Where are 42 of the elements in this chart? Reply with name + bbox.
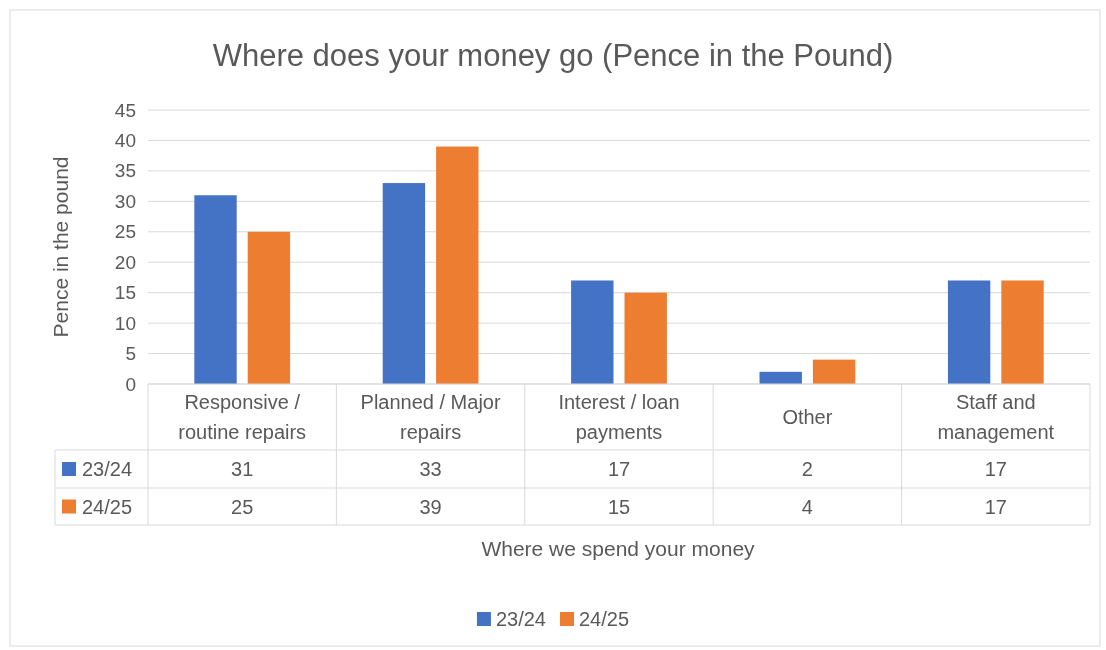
bar bbox=[382, 183, 426, 384]
text: 24/25 bbox=[579, 608, 630, 630]
y-tick-label: 25 bbox=[114, 221, 136, 243]
y-tick-label: 45 bbox=[114, 99, 136, 121]
y-tick-label: 15 bbox=[114, 282, 136, 304]
y-tick-label: 0 bbox=[125, 373, 136, 395]
x-tick-label: Other bbox=[782, 406, 833, 428]
bar bbox=[194, 195, 237, 384]
y-tick-label: 40 bbox=[114, 130, 136, 152]
legend-label: 23/24 bbox=[82, 458, 133, 480]
y-tick-label: 20 bbox=[114, 251, 136, 273]
text: 23/24 bbox=[495, 608, 546, 630]
y-tick-label: 35 bbox=[114, 160, 136, 182]
data-label: 17 bbox=[984, 458, 1007, 480]
bar bbox=[812, 359, 856, 384]
data-label: 31 bbox=[231, 458, 254, 480]
y-axis-title: Pence in the pound bbox=[49, 156, 72, 338]
bar bbox=[1001, 280, 1044, 384]
bar bbox=[247, 231, 291, 384]
y-tick-label: 5 bbox=[125, 343, 136, 365]
bar bbox=[571, 280, 614, 384]
x-tick-label: Responsive / routine repairs bbox=[178, 391, 307, 443]
x-tick-label: Planned / Major repairs bbox=[360, 391, 501, 443]
bar bbox=[759, 371, 802, 384]
data-label: 17 bbox=[607, 458, 631, 480]
y-tick-label: 10 bbox=[114, 312, 136, 334]
chart-title: Where does your money go (Pence in the Pound) bbox=[212, 38, 894, 73]
data-label: 4 bbox=[801, 495, 813, 518]
data-label: 33 bbox=[419, 458, 442, 480]
x-tick-label: Staff and management bbox=[937, 391, 1055, 443]
data-label: 2 bbox=[801, 458, 813, 480]
bar bbox=[436, 146, 479, 384]
y-tick-label: 30 bbox=[114, 190, 136, 212]
data-label: 25 bbox=[231, 495, 254, 518]
x-tick-label: Interest / loan payments bbox=[558, 391, 680, 443]
legend-label: 24/25 bbox=[82, 495, 133, 518]
bar bbox=[947, 280, 991, 384]
bar bbox=[624, 292, 667, 384]
data-label: 17 bbox=[984, 495, 1007, 518]
x-axis-title: Where we spend your money bbox=[481, 537, 756, 560]
data-label: 15 bbox=[607, 495, 631, 518]
data-label: 39 bbox=[419, 495, 442, 518]
